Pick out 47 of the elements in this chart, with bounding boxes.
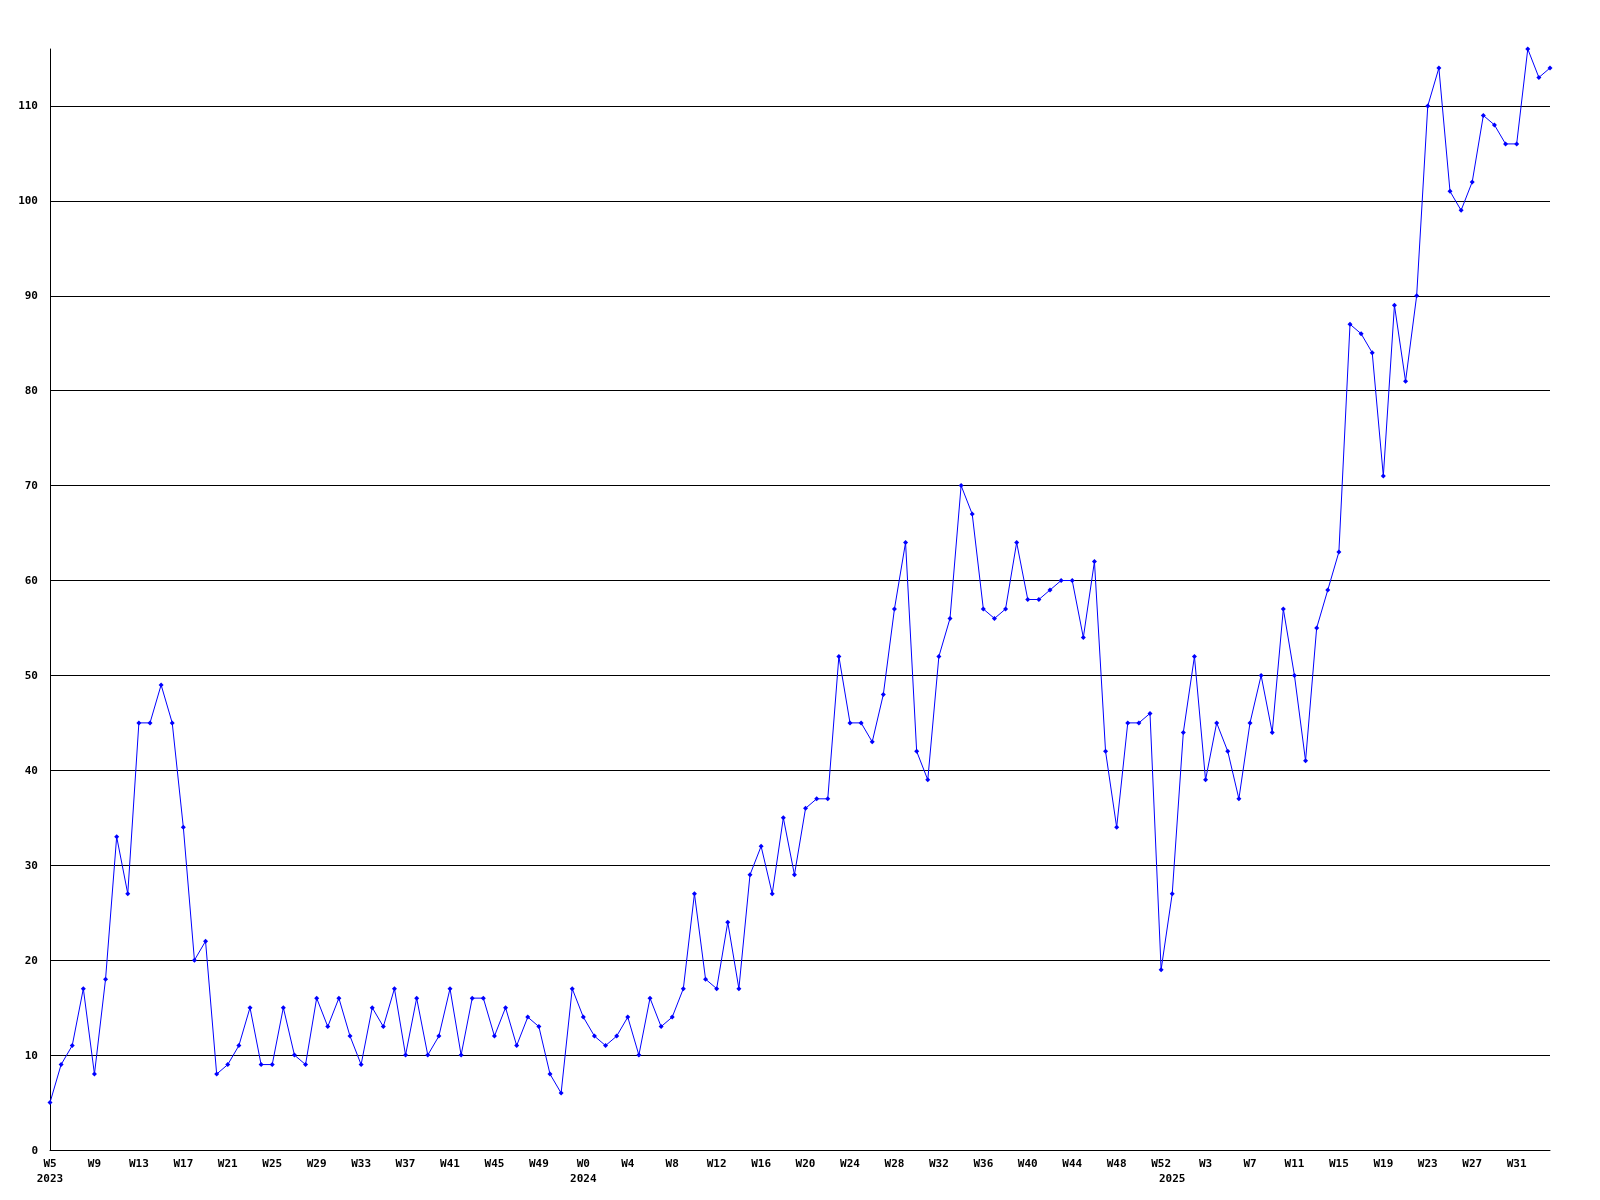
x-tick-label: W31: [1506, 1157, 1527, 1170]
x-tick-label: W9: [87, 1157, 102, 1170]
x-tick-label: W24: [840, 1157, 861, 1170]
x-tick-label: W27: [1462, 1157, 1483, 1170]
x-tick-label: W32: [928, 1157, 949, 1170]
y-tick-label: 30: [24, 858, 38, 872]
x-tick-label: W8: [665, 1157, 679, 1170]
x-tick-label: W37: [395, 1157, 416, 1170]
x-tick-label: W17: [173, 1157, 194, 1170]
x-tick-label: W7: [1243, 1157, 1257, 1170]
x-tick-label: W40: [1017, 1157, 1038, 1170]
y-tick-label: 60: [24, 574, 38, 588]
x-tick-label: W12: [706, 1157, 727, 1170]
x-tick-label: W29: [306, 1157, 327, 1170]
x-tick-label: W45: [484, 1157, 505, 1170]
x-tick-label: W23: [1417, 1157, 1438, 1170]
x-tick-label: W48: [1106, 1157, 1127, 1170]
x-tick-label: W25: [262, 1157, 283, 1170]
x-tick-label: W19: [1373, 1157, 1394, 1170]
y-tick-label: 100: [18, 194, 38, 208]
y-tick-label: 20: [24, 953, 38, 967]
x-tick-label: W11: [1284, 1157, 1305, 1170]
y-tick-label: 90: [24, 289, 38, 303]
x-tick-label: W41: [440, 1157, 461, 1170]
y-tick-label: 50: [24, 668, 38, 682]
x-tick-label: W13: [128, 1157, 149, 1170]
x-tick-label: W44: [1062, 1157, 1083, 1170]
x-tick-label: W20: [795, 1157, 816, 1170]
y-tick-label: 10: [24, 1048, 38, 1062]
x-tick-label: W3: [1198, 1157, 1213, 1170]
x-tick-label: W21: [217, 1157, 239, 1170]
x-tick-label: 2025: [1158, 1172, 1186, 1185]
y-tick-label: 110: [18, 99, 38, 113]
x-tick-label: W33: [351, 1157, 372, 1170]
y-tick-label: 80: [24, 384, 38, 398]
x-tick-label: W52: [1151, 1157, 1172, 1170]
y-tick-label: 40: [24, 763, 38, 777]
x-tick-label: W36: [973, 1157, 994, 1170]
y-tick-label: 70: [24, 479, 38, 493]
x-tick-label: W16: [751, 1157, 772, 1170]
x-tick-label: W28: [884, 1157, 905, 1170]
x-tick-label: W49: [528, 1157, 549, 1170]
x-tick-label: W15: [1328, 1157, 1349, 1170]
x-tick-label: W0 2024: [570, 1157, 597, 1185]
x-tick-label: W5 2023: [36, 1157, 64, 1185]
x-tick-label: W4: [621, 1157, 635, 1170]
y-tick-label: 0: [31, 1143, 38, 1157]
